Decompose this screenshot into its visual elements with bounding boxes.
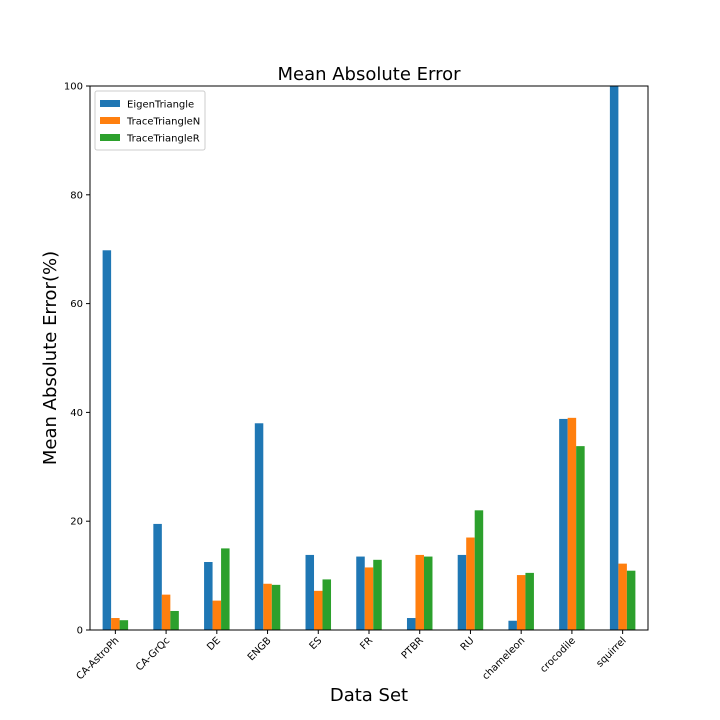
bar-TraceTriangleR-FR <box>373 559 382 630</box>
series-TraceTriangleN <box>111 417 627 630</box>
bar-TraceTriangleN-squirrel <box>618 563 627 630</box>
legend-swatch-EigenTriangle <box>100 100 120 107</box>
bar-EigenTriangle-chameleon <box>508 620 517 630</box>
legend-label-TraceTriangleR: TraceTriangleR <box>126 134 200 145</box>
bar-EigenTriangle-RU <box>457 554 467 630</box>
x-tick-label: squirrel <box>595 635 629 669</box>
x-tick-label: CA-AstroPh <box>75 635 122 682</box>
y-tick-label: 60 <box>70 299 83 310</box>
series-TraceTriangleR <box>119 446 636 630</box>
legend: EigenTriangle TraceTriangleN TraceTriangle… <box>94 90 206 151</box>
bar-TraceTriangleN-ENGB <box>263 583 272 630</box>
x-tick-label: crocodile <box>538 635 578 675</box>
legend-label-TraceTriangleN: TraceTriangleN <box>126 117 200 128</box>
x-tick-label: RU <box>459 635 477 653</box>
x-tick-label: CA-GrQc <box>134 635 172 673</box>
bar-TraceTriangleR-CA-GrQc <box>170 610 179 630</box>
bar-EigenTriangle-PTBR <box>406 618 416 630</box>
bar-EigenTriangle-ENGB <box>254 423 264 630</box>
y-tick-label: 40 <box>70 408 83 419</box>
bar-TraceTriangleN-RU <box>466 537 475 630</box>
bar-TraceTriangleR-CA-AstroPh <box>119 620 129 630</box>
y-tick-label: 100 <box>64 82 83 93</box>
series-EigenTriangle <box>102 86 619 631</box>
bar-TraceTriangleN-DE <box>212 600 222 630</box>
bar-EigenTriangle-squirrel <box>609 86 619 630</box>
bar-TraceTriangleR-crocodile <box>576 446 585 630</box>
legend-swatch-TraceTriangleN <box>100 117 120 124</box>
bar-TraceTriangleR-squirrel <box>626 570 636 630</box>
bar-TraceTriangleR-chameleon <box>525 572 534 630</box>
legend-label-EigenTriangle: EigenTriangle <box>127 100 194 111</box>
x-axis-label: Data Set <box>330 685 408 706</box>
bar-EigenTriangle-crocodile <box>559 418 568 630</box>
bar-EigenTriangle-CA-GrQc <box>153 523 162 630</box>
x-tick-label: PTBR <box>400 635 426 661</box>
legend-swatch-TraceTriangleR <box>100 134 120 141</box>
bar-TraceTriangleR-ENGB <box>271 584 281 630</box>
bar-TraceTriangleR-RU <box>474 510 484 630</box>
bar-EigenTriangle-FR <box>356 556 365 630</box>
bar-TraceTriangleR-PTBR <box>423 556 433 630</box>
y-tick-label: 80 <box>70 190 83 201</box>
ticks-layer: 0 20 40 60 80 100 CA-AstroPh CA-GrQc DE ENGB ES FR P… <box>64 82 629 683</box>
bar-TraceTriangleN-PTBR <box>415 554 424 630</box>
bar-TraceTriangleR-ES <box>322 579 332 630</box>
bar-EigenTriangle-CA-AstroPh <box>102 250 112 631</box>
chart-title: Mean Absolute Error <box>277 64 461 85</box>
legend-box <box>94 90 206 151</box>
bar-TraceTriangleN-ES <box>314 590 323 630</box>
bar-TraceTriangleN-chameleon <box>516 575 526 630</box>
x-tick-label: ES <box>308 635 325 652</box>
bar-EigenTriangle-ES <box>305 554 315 630</box>
x-tick-label: chameleon <box>480 635 527 682</box>
x-tick-label: ENGB <box>246 635 274 663</box>
bar-TraceTriangleN-CA-GrQc <box>161 594 171 630</box>
y-axis-label: Mean Absolute Error(%) <box>40 251 61 465</box>
bar-TraceTriangleN-crocodile <box>567 417 577 630</box>
bar-TraceTriangleN-FR <box>364 567 374 630</box>
bars-layer <box>102 86 636 631</box>
x-tick-label: FR <box>358 635 375 652</box>
y-tick-label: 0 <box>77 626 83 637</box>
bar-TraceTriangleN-CA-AstroPh <box>111 618 120 630</box>
bar-TraceTriangleR-DE <box>221 548 230 630</box>
y-tick-label: 20 <box>70 517 83 528</box>
bar-EigenTriangle-DE <box>204 562 213 630</box>
x-tick-label: DE <box>205 635 223 653</box>
